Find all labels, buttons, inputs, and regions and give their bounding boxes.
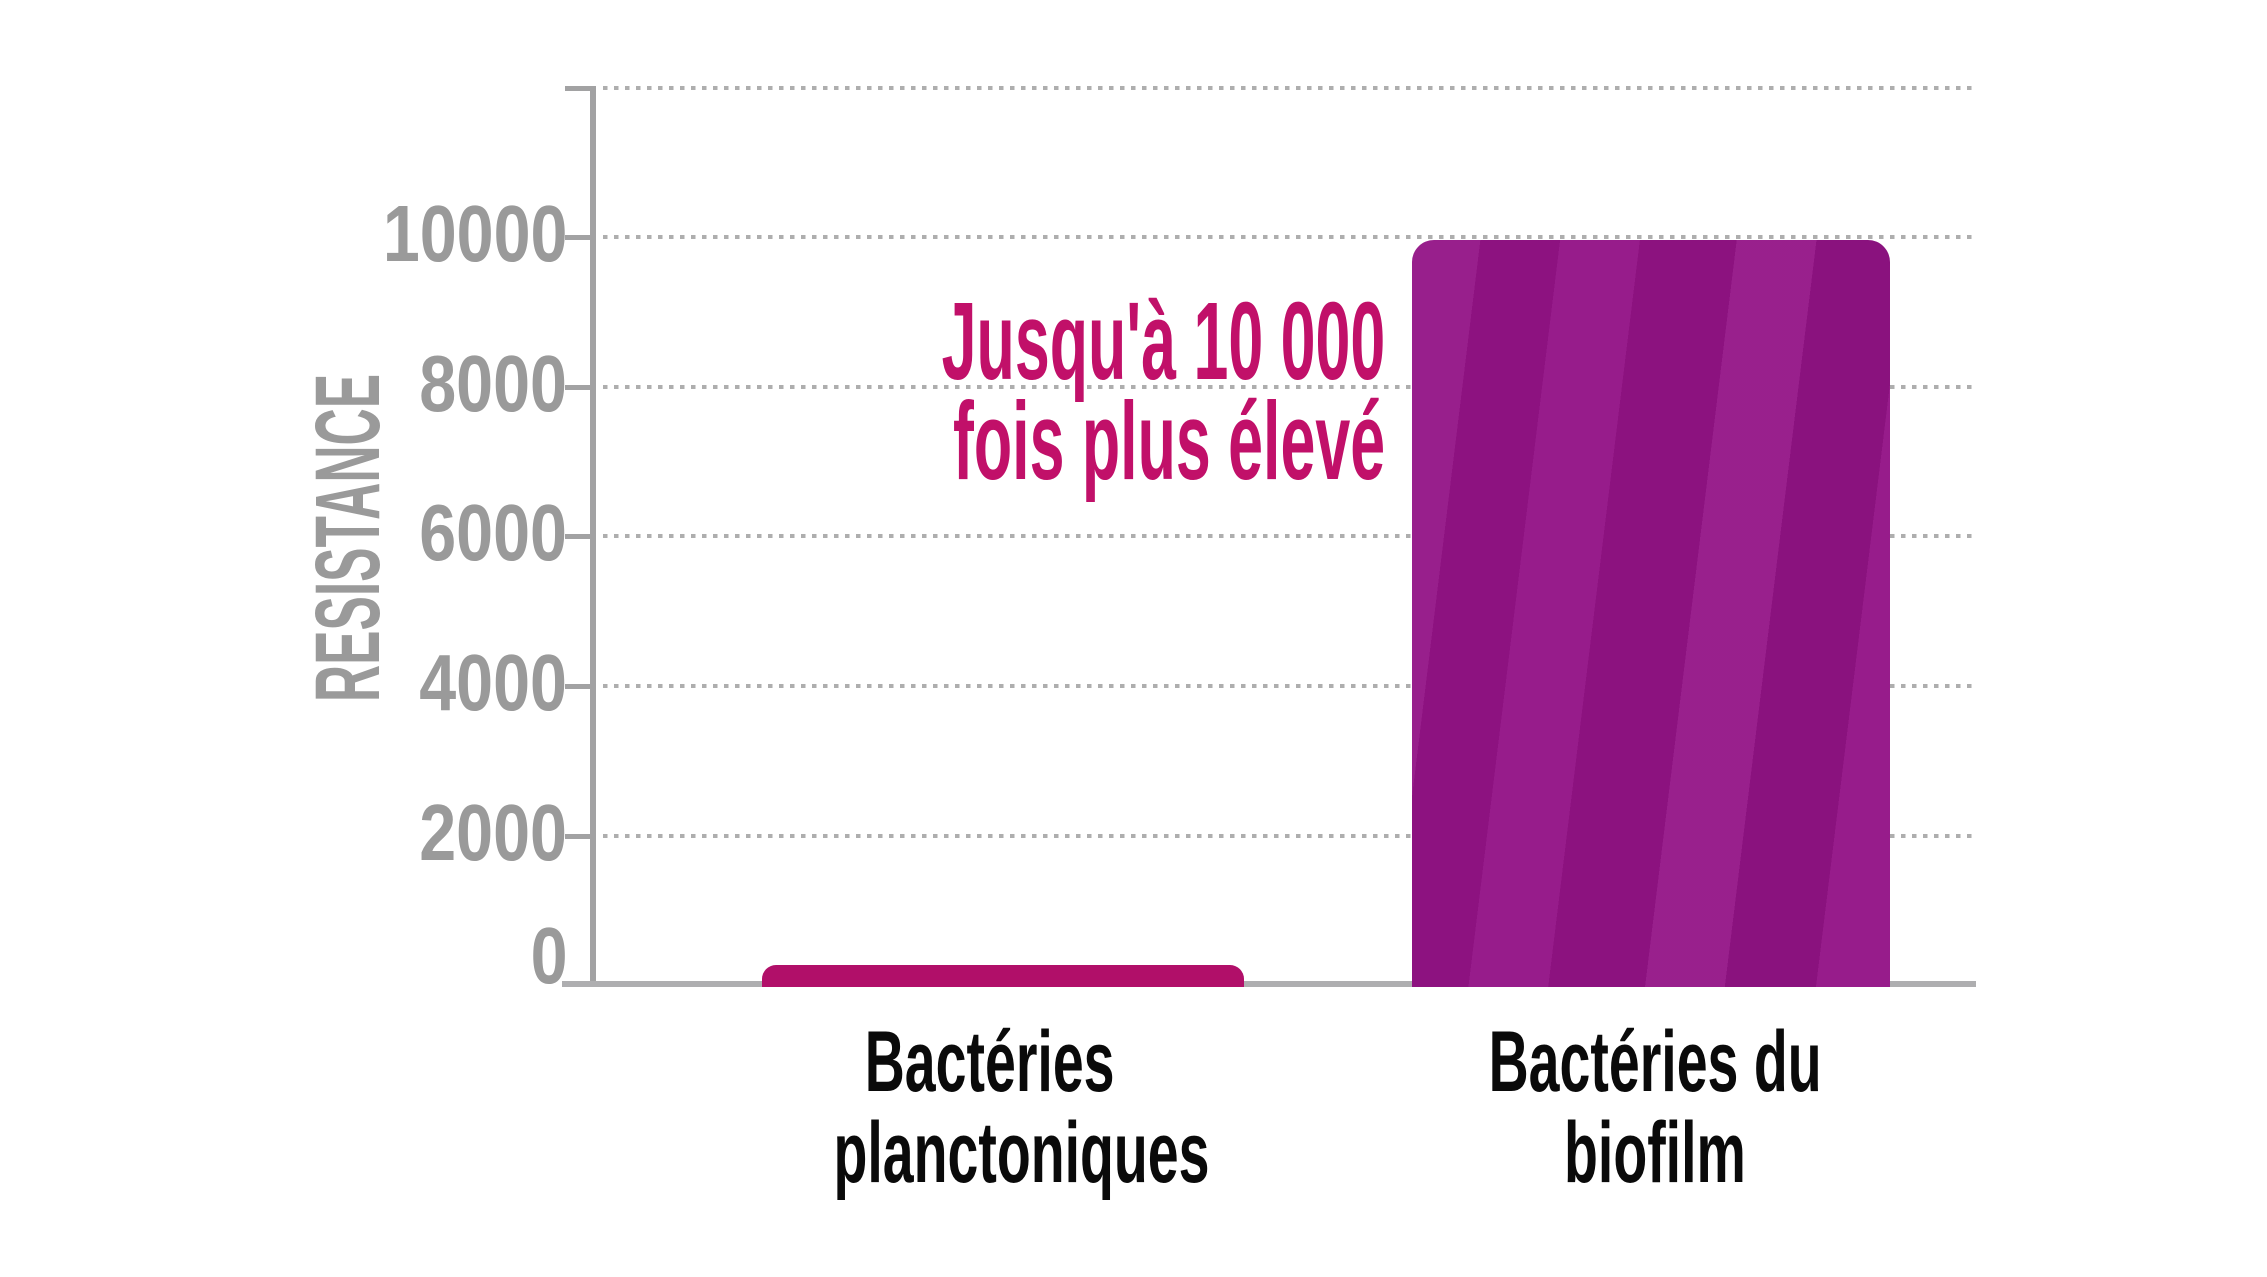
y-tick-label-10000: 10000 [345, 194, 567, 274]
x-label-text: biofilm [1564, 1105, 1746, 1201]
gridline-6000 [603, 534, 1973, 538]
y-tick-text: 10000 [382, 189, 567, 278]
y-tick-text: 0 [530, 911, 567, 1000]
y-tick-10000 [565, 235, 596, 240]
gridline-10000 [603, 235, 1973, 239]
x-label-bacteries-planctoniques: Bactéries planctoniques [730, 1017, 1250, 1199]
annotation-text: Jusqu'à 10 000 [941, 280, 1385, 403]
y-tick-8000 [565, 385, 596, 390]
annotation-line1: Jusqu'à 10 000 [607, 280, 1385, 403]
annotation-line2: fois plus élevé [607, 380, 1385, 503]
y-tick-text: 8000 [419, 339, 567, 428]
bar-bacteries-du-biofilm [1412, 239, 1890, 987]
y-tick-text: 2000 [419, 788, 567, 877]
x-label-text: Bactéries du [1488, 1014, 1822, 1110]
x-label-line2: biofilm [1395, 1108, 1915, 1199]
x-label-bacteries-du-biofilm: Bactéries du biofilm [1395, 1017, 1915, 1199]
y-tick-label-4000: 4000 [389, 643, 567, 723]
gridline-12000 [603, 86, 1973, 90]
gridline-8000 [603, 385, 1973, 389]
y-axis-title-text: RESISTANCE [297, 373, 399, 703]
annotation-text: fois plus élevé [952, 380, 1385, 503]
x-label-line1: Bactéries [730, 1017, 1250, 1108]
y-tick-label-2000: 2000 [389, 793, 567, 873]
y-tick-label-0: 0 [523, 911, 567, 1000]
y-tick-2000 [565, 834, 596, 839]
x-label-line1: Bactéries du [1395, 1017, 1915, 1108]
y-tick-text: 4000 [419, 638, 567, 727]
y-tick-4000 [565, 684, 596, 689]
gridline-2000 [603, 834, 1973, 838]
y-tick-12000 [565, 86, 596, 91]
bar-texture-overlay [1412, 239, 1890, 987]
gridline-4000 [603, 684, 1973, 688]
y-tick-text: 6000 [419, 488, 567, 577]
y-tick-label-6000: 6000 [389, 493, 567, 573]
x-label-text: planctoniques [833, 1105, 1210, 1201]
x-label-text: Bactéries [865, 1014, 1115, 1110]
annotation: Jusqu'à 10 000 fois plus élevé [607, 280, 1385, 503]
bar-bacteries-planctoniques [762, 964, 1244, 987]
y-tick-6000 [565, 534, 596, 539]
x-label-line2: planctoniques [730, 1108, 1250, 1199]
y-axis-title: RESISTANCE [297, 245, 399, 831]
x-axis-line [562, 981, 1976, 987]
y-tick-label-8000: 8000 [389, 344, 567, 424]
